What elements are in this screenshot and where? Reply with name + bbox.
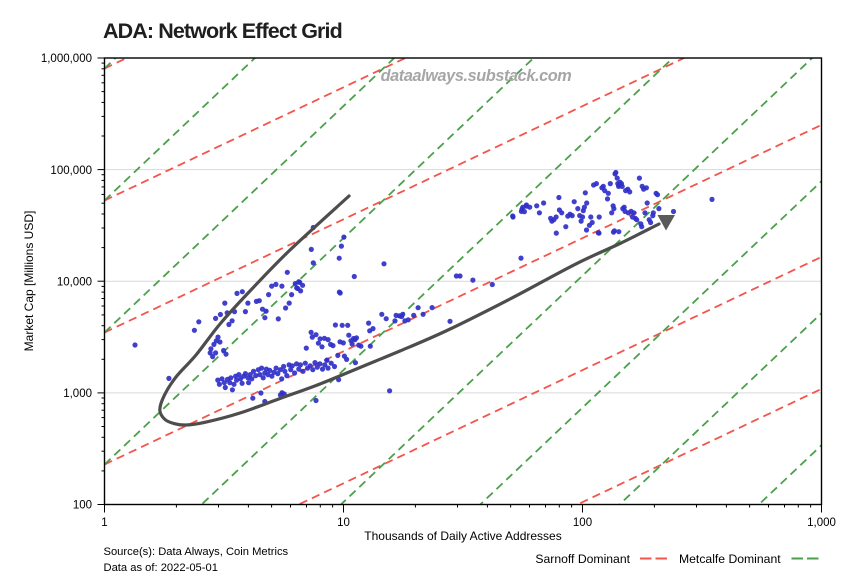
svg-text:ADA: Network Effect Grid: ADA: Network Effect Grid [103, 19, 342, 43]
svg-text:Market Cap [Millions USD]: Market Cap [Millions USD] [22, 211, 36, 352]
svg-text:Data as of: 2022-05-01: Data as of: 2022-05-01 [104, 562, 218, 574]
svg-text:dataalways.substack.com: dataalways.substack.com [381, 67, 572, 85]
svg-text:Thousands of Daily Active Addr: Thousands of Daily Active Addresses [364, 529, 561, 543]
svg-text:10,000: 10,000 [57, 276, 92, 288]
svg-text:1,000: 1,000 [63, 388, 92, 400]
svg-text:100: 100 [573, 517, 592, 529]
svg-text:1: 1 [101, 517, 107, 529]
svg-text:Source(s): Data Always, Coin M: Source(s): Data Always, Coin Metrics [104, 546, 289, 558]
svg-text:Sarnoff Dominant: Sarnoff Dominant [535, 552, 630, 566]
svg-text:1,000: 1,000 [807, 517, 836, 529]
svg-text:100: 100 [73, 500, 92, 512]
svg-text:10: 10 [337, 517, 350, 529]
svg-text:1,000,000: 1,000,000 [41, 53, 92, 65]
svg-text:Metcalfe Dominant: Metcalfe Dominant [679, 552, 781, 566]
svg-text:100,000: 100,000 [50, 165, 92, 177]
